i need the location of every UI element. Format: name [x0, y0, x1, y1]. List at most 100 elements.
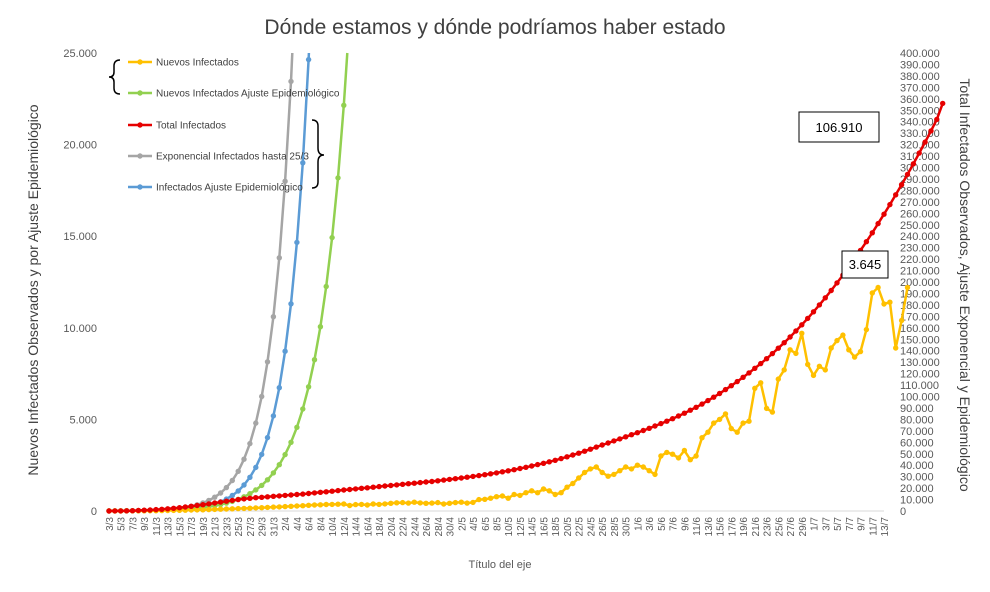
series-point: [329, 234, 335, 241]
series-point: [435, 499, 441, 506]
series-point: [347, 486, 353, 493]
y-right-tick-label: 250.000: [900, 220, 940, 232]
y-right-tick-label: 90.000: [900, 403, 934, 415]
series-point: [740, 420, 746, 426]
series-point: [282, 503, 288, 510]
y-left-tick-label: 5.000: [69, 414, 97, 426]
series-point: [276, 255, 282, 261]
series-point: [775, 345, 781, 351]
series-point: [758, 360, 764, 367]
x-tick-label: 12/5: [516, 517, 527, 537]
x-tick-label: 27/6: [786, 517, 797, 537]
x-tick-label: 17/6: [727, 517, 738, 537]
series-point: [499, 469, 506, 475]
series-point: [763, 356, 770, 362]
series-point: [300, 491, 306, 497]
x-tick-label: 27/3: [246, 517, 257, 537]
series-point: [511, 467, 517, 473]
series-point: [382, 501, 388, 507]
series-point: [793, 350, 799, 357]
series-point: [928, 128, 934, 134]
callout-total-box: [798, 111, 880, 143]
series-point: [229, 492, 235, 499]
series-point: [394, 500, 400, 506]
x-tick-label: 1/6: [633, 517, 644, 531]
series-point: [534, 461, 541, 468]
series-point: [452, 476, 459, 482]
series-point: [358, 485, 365, 491]
series-point: [282, 492, 288, 499]
series-point: [699, 435, 705, 441]
series-point: [341, 102, 347, 109]
series-point: [259, 505, 265, 511]
series-point: [910, 161, 917, 167]
x-tick-label: 29/3: [258, 517, 269, 537]
series-point: [212, 506, 218, 513]
series-point: [898, 182, 905, 188]
series-point: [681, 410, 688, 416]
series-point: [370, 484, 376, 490]
y-right-tick-label: 380.000: [900, 71, 940, 83]
series-point: [669, 451, 676, 457]
x-tick-label: 10/5: [504, 517, 515, 537]
series-point: [564, 484, 570, 490]
series-point: [763, 405, 770, 412]
series-point: [253, 464, 259, 471]
x-tick-label: 11/6: [692, 517, 703, 536]
series-point: [693, 453, 699, 459]
legend: Nuevos Infectados Nuevos Infectados Ajust…: [108, 58, 340, 194]
series-point: [881, 211, 887, 217]
series-point: [235, 468, 241, 474]
y-right-tick-label: 340.000: [900, 117, 940, 129]
series-point: [217, 490, 224, 496]
series-point: [816, 363, 823, 369]
x-tick-label: 2/5: [457, 517, 468, 531]
series-point: [658, 453, 664, 459]
series-point: [552, 491, 558, 498]
series-point: [123, 508, 130, 514]
series-point: [441, 501, 447, 507]
y-right-tick-label: 110.000: [900, 380, 939, 392]
series-point: [247, 491, 253, 497]
series-point: [581, 448, 588, 454]
series-point: [229, 477, 235, 484]
series-point: [587, 466, 594, 472]
series-point: [793, 328, 799, 334]
series-point: [646, 425, 652, 431]
series-point: [352, 501, 359, 508]
series-point: [253, 495, 259, 501]
series-point: [558, 455, 564, 462]
series-point: [687, 407, 693, 413]
series-point: [570, 480, 576, 487]
y-right-tick-label: 180.000: [900, 300, 940, 312]
x-tick-label: 29/6: [798, 517, 809, 537]
series-point: [264, 494, 271, 500]
x-tick-label: 13/3: [164, 517, 175, 537]
series-point: [352, 486, 359, 492]
series-point: [758, 380, 764, 386]
y-right-tick-label: 140.000: [900, 346, 940, 358]
y-right-tick-label: 260.000: [900, 208, 940, 220]
series-point: [511, 491, 517, 498]
series-point: [364, 502, 370, 508]
series-point: [241, 482, 247, 488]
x-tick-label: 14/5: [528, 517, 539, 537]
series-point: [628, 466, 635, 472]
series-point: [658, 420, 664, 427]
y-right-tick-label: 370.000: [900, 82, 940, 94]
callouts: 106.910 3.645: [798, 111, 889, 279]
series-point: [746, 370, 752, 376]
y-right-tick-label: 350.000: [900, 105, 940, 117]
series-point: [376, 501, 382, 508]
x-tick-label: 20/5: [563, 517, 574, 537]
series-point: [517, 465, 523, 472]
x-tick-label: 13/6: [704, 517, 715, 537]
x-tick-label: 26/4: [422, 517, 433, 537]
series-point: [893, 345, 899, 351]
series-point: [728, 383, 734, 389]
x-tick-label: 19/3: [199, 517, 210, 537]
series-point: [423, 500, 429, 506]
x-tick-label: 11/7: [868, 517, 879, 536]
series-point: [335, 501, 341, 507]
